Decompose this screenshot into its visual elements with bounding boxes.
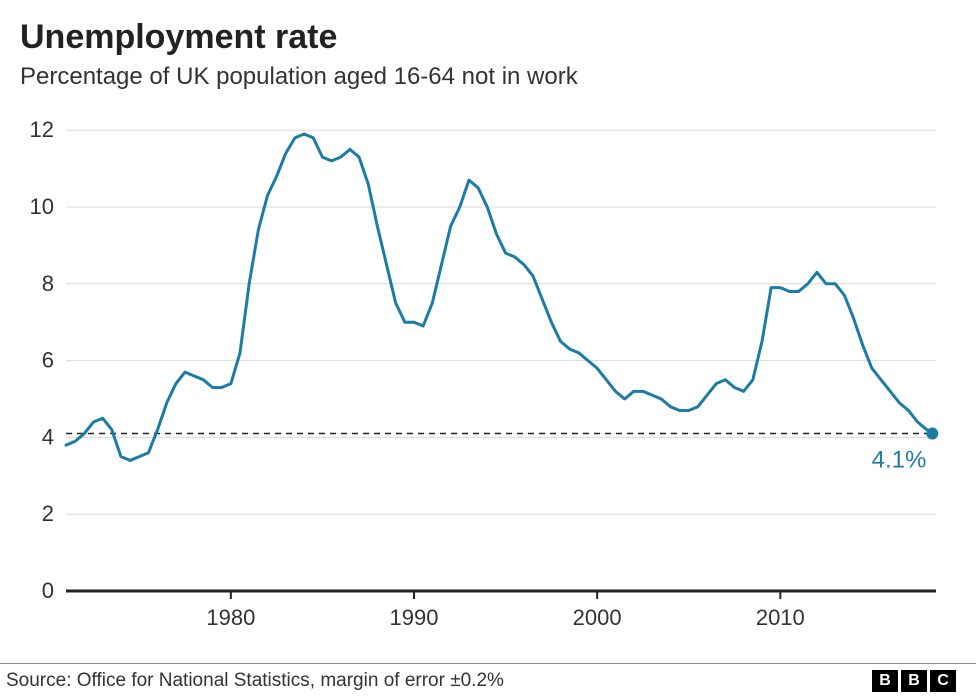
bbc-logo: B B C: [872, 670, 956, 692]
bbc-logo-letter: B: [901, 670, 927, 692]
line-chart: 0 2 4 6 8 10 12 1980 1990 2000 2010 4.1%: [20, 101, 956, 641]
bbc-logo-letter: B: [872, 670, 898, 692]
svg-text:4.1%: 4.1%: [872, 447, 927, 474]
bbc-logo-letter: C: [930, 670, 956, 692]
svg-text:1990: 1990: [390, 605, 439, 630]
svg-text:12: 12: [30, 117, 54, 142]
svg-text:10: 10: [30, 194, 54, 219]
footer: Source: Office for National Statistics, …: [0, 663, 976, 700]
svg-text:1980: 1980: [206, 605, 255, 630]
svg-text:2: 2: [42, 501, 54, 526]
svg-text:2000: 2000: [573, 605, 622, 630]
svg-text:2010: 2010: [756, 605, 805, 630]
svg-text:0: 0: [42, 578, 54, 603]
chart-title: Unemployment rate: [20, 18, 956, 57]
svg-text:8: 8: [42, 271, 54, 296]
svg-text:6: 6: [42, 348, 54, 373]
svg-text:4: 4: [42, 424, 54, 449]
source-text: Source: Office for National Statistics, …: [6, 670, 504, 692]
chart-area: 0 2 4 6 8 10 12 1980 1990 2000 2010 4.1%: [20, 101, 956, 641]
chart-subtitle: Percentage of UK population aged 16-64 n…: [20, 63, 956, 91]
